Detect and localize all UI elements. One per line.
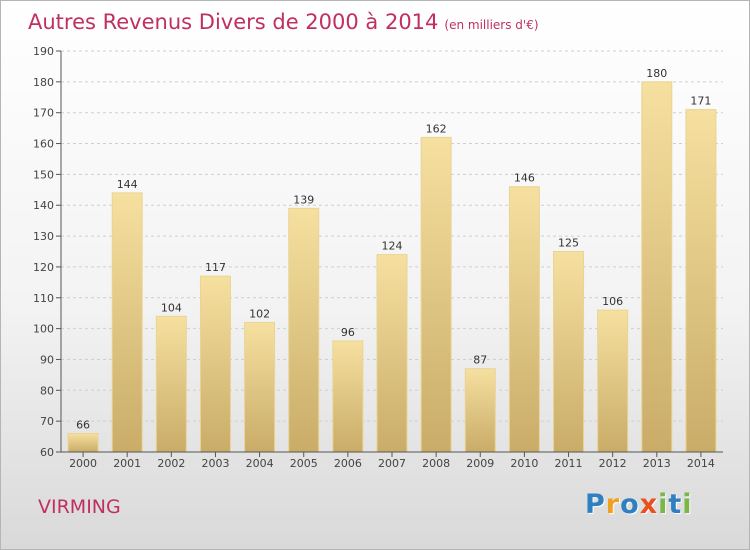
y-tick-label: 190 (33, 45, 54, 58)
chart-title: Autres Revenus Divers de 2000 à 2014 (en … (28, 10, 539, 34)
x-tick-label: 2003 (201, 457, 229, 470)
x-tick-label: 2002 (157, 457, 185, 470)
logo-letter: P (585, 489, 606, 520)
x-tick-label: 2001 (113, 457, 141, 470)
y-tick-label: 90 (40, 353, 54, 366)
bar (67, 432, 99, 453)
y-tick-label: 70 (40, 415, 54, 428)
bar-value-label: 139 (293, 193, 314, 206)
bar (244, 321, 276, 453)
proxiti-logo[interactable]: Proxiti (585, 489, 693, 520)
x-tick-label: 2006 (334, 457, 362, 470)
logo-letter: x (639, 489, 659, 520)
x-tick-label: 2008 (422, 457, 450, 470)
x-tick-label: 2014 (687, 457, 715, 470)
x-tick-label: 2007 (378, 457, 406, 470)
x-tick-label: 2004 (246, 457, 274, 470)
y-tick-label: 170 (33, 107, 54, 120)
bar (597, 309, 629, 453)
bar-value-label: 87 (473, 354, 487, 367)
y-tick-label: 160 (33, 138, 54, 151)
axes: 60 70 80 90 100 110 120 130 140 150 160 170 180 190 (33, 45, 723, 459)
logo-letter: i (682, 489, 693, 520)
bar-value-label: 162 (426, 122, 447, 135)
x-tick-label: 2010 (510, 457, 538, 470)
chart-title-main: Autres Revenus Divers de 2000 à 2014 (28, 10, 439, 34)
logo-letter: r (605, 489, 621, 520)
bar-value-label: 146 (514, 172, 535, 185)
logo-letter: i (658, 489, 669, 520)
bar (155, 315, 187, 453)
bar-value-label: 102 (249, 307, 270, 320)
bar (685, 109, 717, 453)
bar (464, 368, 496, 453)
x-tick-label: 2011 (555, 457, 583, 470)
place-name: VIRMING (38, 496, 121, 518)
bar (199, 275, 231, 453)
bar-value-label: 96 (341, 326, 355, 339)
x-tick-label: 2012 (599, 457, 627, 470)
bar-value-label: 117 (205, 261, 226, 274)
chart-title-unit: (en milliers d'€) (444, 18, 539, 32)
logo-letter: o (620, 489, 640, 520)
bar (288, 207, 320, 453)
bar-value-label: 124 (382, 240, 403, 253)
logo-letter: t (668, 489, 683, 520)
y-tick-label: 130 (33, 230, 54, 243)
bar (553, 251, 585, 453)
bar-value-label: 104 (161, 301, 182, 314)
bar (332, 340, 364, 453)
y-tick-label: 140 (33, 199, 54, 212)
y-tick-label: 110 (33, 292, 54, 305)
bar-value-label: 144 (117, 178, 138, 191)
bar-value-label: 180 (646, 67, 667, 80)
y-tick-label: 100 (33, 323, 54, 336)
bar (508, 186, 540, 453)
y-tick-label: 80 (40, 384, 54, 397)
x-tick-label: 2013 (643, 457, 671, 470)
bar (111, 192, 143, 453)
bar-value-label: 106 (602, 295, 623, 308)
bar-value-label: 125 (558, 237, 579, 250)
bars (67, 81, 717, 453)
x-tick-label: 2005 (290, 457, 318, 470)
y-tick-label: 150 (33, 168, 54, 181)
bar (376, 254, 408, 453)
y-tick-label: 60 (40, 446, 54, 459)
y-tick-label: 180 (33, 76, 54, 89)
bar-value-label: 171 (690, 95, 711, 108)
bar-value-label: 66 (76, 418, 90, 431)
labels: 66 2000 144 2001 104 2002 117 2003 102 2004 139 200… (69, 67, 715, 470)
x-tick-label: 2009 (466, 457, 494, 470)
bar (420, 136, 452, 453)
y-tick-label: 120 (33, 261, 54, 274)
x-tick-label: 2000 (69, 457, 97, 470)
bar (641, 81, 673, 453)
